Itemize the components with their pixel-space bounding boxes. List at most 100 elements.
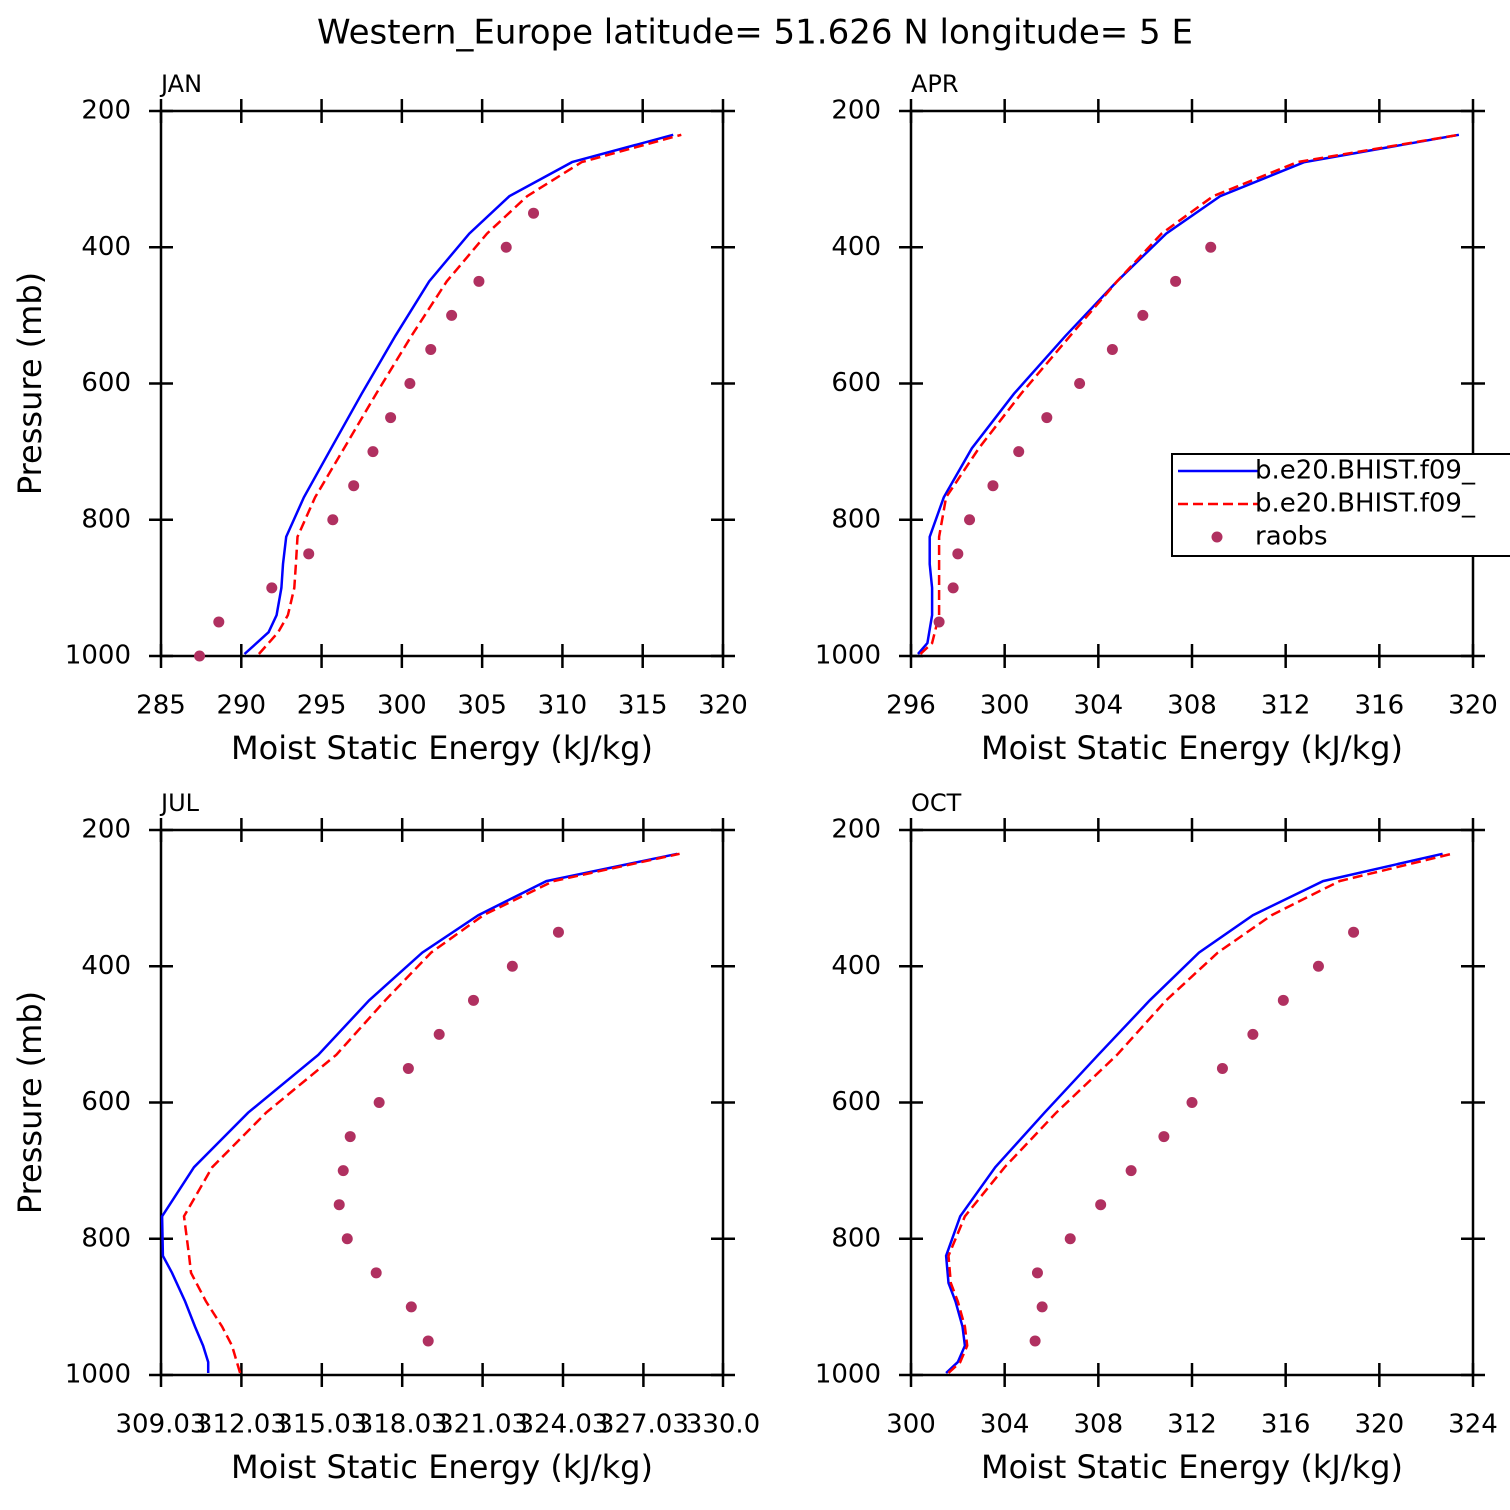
profile-line	[160, 852, 678, 1373]
raob-point	[367, 446, 379, 458]
raob-point	[1125, 1165, 1137, 1177]
raob-point	[1348, 926, 1360, 938]
raob-point	[385, 412, 397, 424]
x-tick-label: 290	[216, 691, 266, 721]
x-tick-label: 295	[297, 691, 347, 721]
x-tick-label: 330.0	[686, 1410, 760, 1440]
x-tick-label: 296	[886, 691, 936, 721]
x-tick-label: 320	[698, 691, 748, 721]
raob-point	[405, 1301, 417, 1313]
plot-frame	[909, 828, 1475, 1377]
plot-frame	[159, 828, 725, 1377]
plot-frame	[159, 109, 725, 658]
x-tick-label: 312.03	[196, 1410, 287, 1440]
y-tick-label: 600	[831, 368, 881, 398]
legend-marker	[1211, 531, 1223, 543]
raob-point	[1074, 378, 1086, 389]
raob-point	[964, 514, 976, 526]
x-tick-label: 324.03	[518, 1410, 609, 1440]
x-axis-label: Moist Static Energy (kJ/kg)	[981, 729, 1403, 767]
raob-point	[1186, 1097, 1198, 1108]
y-tick-label: 200	[831, 96, 881, 126]
y-tick-label: 200	[831, 815, 881, 845]
legend-label: raobs	[1255, 522, 1328, 552]
raob-point	[1158, 1131, 1170, 1143]
legend-label: b.e20.BHIST.f09_	[1255, 456, 1476, 486]
x-tick-label: 300	[980, 691, 1030, 721]
x-tick-label: 327.03	[598, 1410, 689, 1440]
raob-point	[1031, 1267, 1043, 1279]
raob-point	[500, 241, 512, 253]
raob-point	[213, 616, 225, 628]
plot-frame	[909, 109, 1475, 658]
x-axis-label: Moist Static Energy (kJ/kg)	[231, 1448, 653, 1486]
raob-point	[404, 378, 416, 389]
profile-line	[243, 133, 674, 655]
x-tick-label: 316	[1355, 691, 1405, 721]
raob-point	[1312, 960, 1324, 972]
raob-point	[370, 1267, 382, 1279]
y-tick-label: 600	[81, 1087, 131, 1117]
raob-point	[1064, 1233, 1076, 1245]
y-axis-label: Pressure (mb)	[11, 991, 49, 1214]
x-tick-label: 304	[980, 1410, 1030, 1440]
raob-point	[467, 994, 479, 1006]
profile-line	[182, 852, 680, 1374]
x-tick-label: 318.03	[357, 1410, 448, 1440]
x-axis-label: Moist Static Energy (kJ/kg)	[981, 1448, 1403, 1486]
figure-title: Western_Europe latitude= 51.626 N longit…	[317, 13, 1193, 53]
x-tick-label: 315	[618, 691, 668, 721]
x-tick-label: 304	[1074, 691, 1124, 721]
y-tick-label: 400	[831, 232, 881, 262]
raob-point	[446, 309, 458, 321]
raob-point	[303, 548, 315, 560]
x-tick-label: 309.03	[116, 1410, 207, 1440]
raob-point	[1106, 343, 1118, 355]
raob-point	[337, 1165, 349, 1177]
y-tick-label: 200	[81, 96, 131, 126]
raob-point	[425, 343, 437, 355]
raob-point	[473, 275, 485, 287]
x-tick-label: 324	[1448, 1410, 1498, 1440]
x-tick-label: 310	[538, 691, 588, 721]
raob-point	[1137, 309, 1149, 321]
raob-point	[1216, 1062, 1228, 1074]
raob-point	[952, 548, 964, 560]
y-tick-label: 400	[81, 951, 131, 981]
y-tick-label: 200	[81, 815, 131, 845]
raob-point	[506, 960, 518, 972]
y-tick-label: 600	[831, 1087, 881, 1117]
y-tick-label: 1000	[815, 641, 881, 671]
legend-label: b.e20.BHIST.f09_	[1255, 489, 1476, 519]
profile-line	[917, 133, 1460, 655]
y-axis-label: Pressure (mb)	[11, 272, 49, 495]
raob-point	[987, 480, 999, 492]
x-tick-label: 312	[1167, 1410, 1217, 1440]
x-tick-label: 300	[886, 1410, 936, 1440]
x-tick-label: 316	[1261, 1410, 1311, 1440]
raob-point	[1029, 1335, 1041, 1347]
raob-point	[1277, 994, 1289, 1006]
raob-point	[422, 1335, 434, 1347]
x-tick-label: 312	[1261, 691, 1311, 721]
raob-point	[1041, 412, 1053, 424]
panel-title: JUL	[159, 789, 200, 817]
panel-title: APR	[911, 70, 959, 98]
y-tick-label: 400	[81, 232, 131, 262]
profile-line	[257, 133, 682, 655]
raob-point	[1205, 241, 1217, 253]
y-tick-label: 1000	[815, 1360, 881, 1390]
profile-line	[919, 133, 1460, 655]
x-axis-label: Moist Static Energy (kJ/kg)	[231, 729, 653, 767]
raob-point	[194, 650, 206, 662]
x-tick-label: 305	[457, 691, 507, 721]
x-tick-label: 308	[1074, 1410, 1124, 1440]
raob-point	[552, 926, 564, 938]
y-tick-label: 400	[831, 951, 881, 981]
y-tick-label: 1000	[65, 1360, 131, 1390]
x-tick-label: 300	[377, 691, 427, 721]
profile-line	[947, 852, 1453, 1374]
